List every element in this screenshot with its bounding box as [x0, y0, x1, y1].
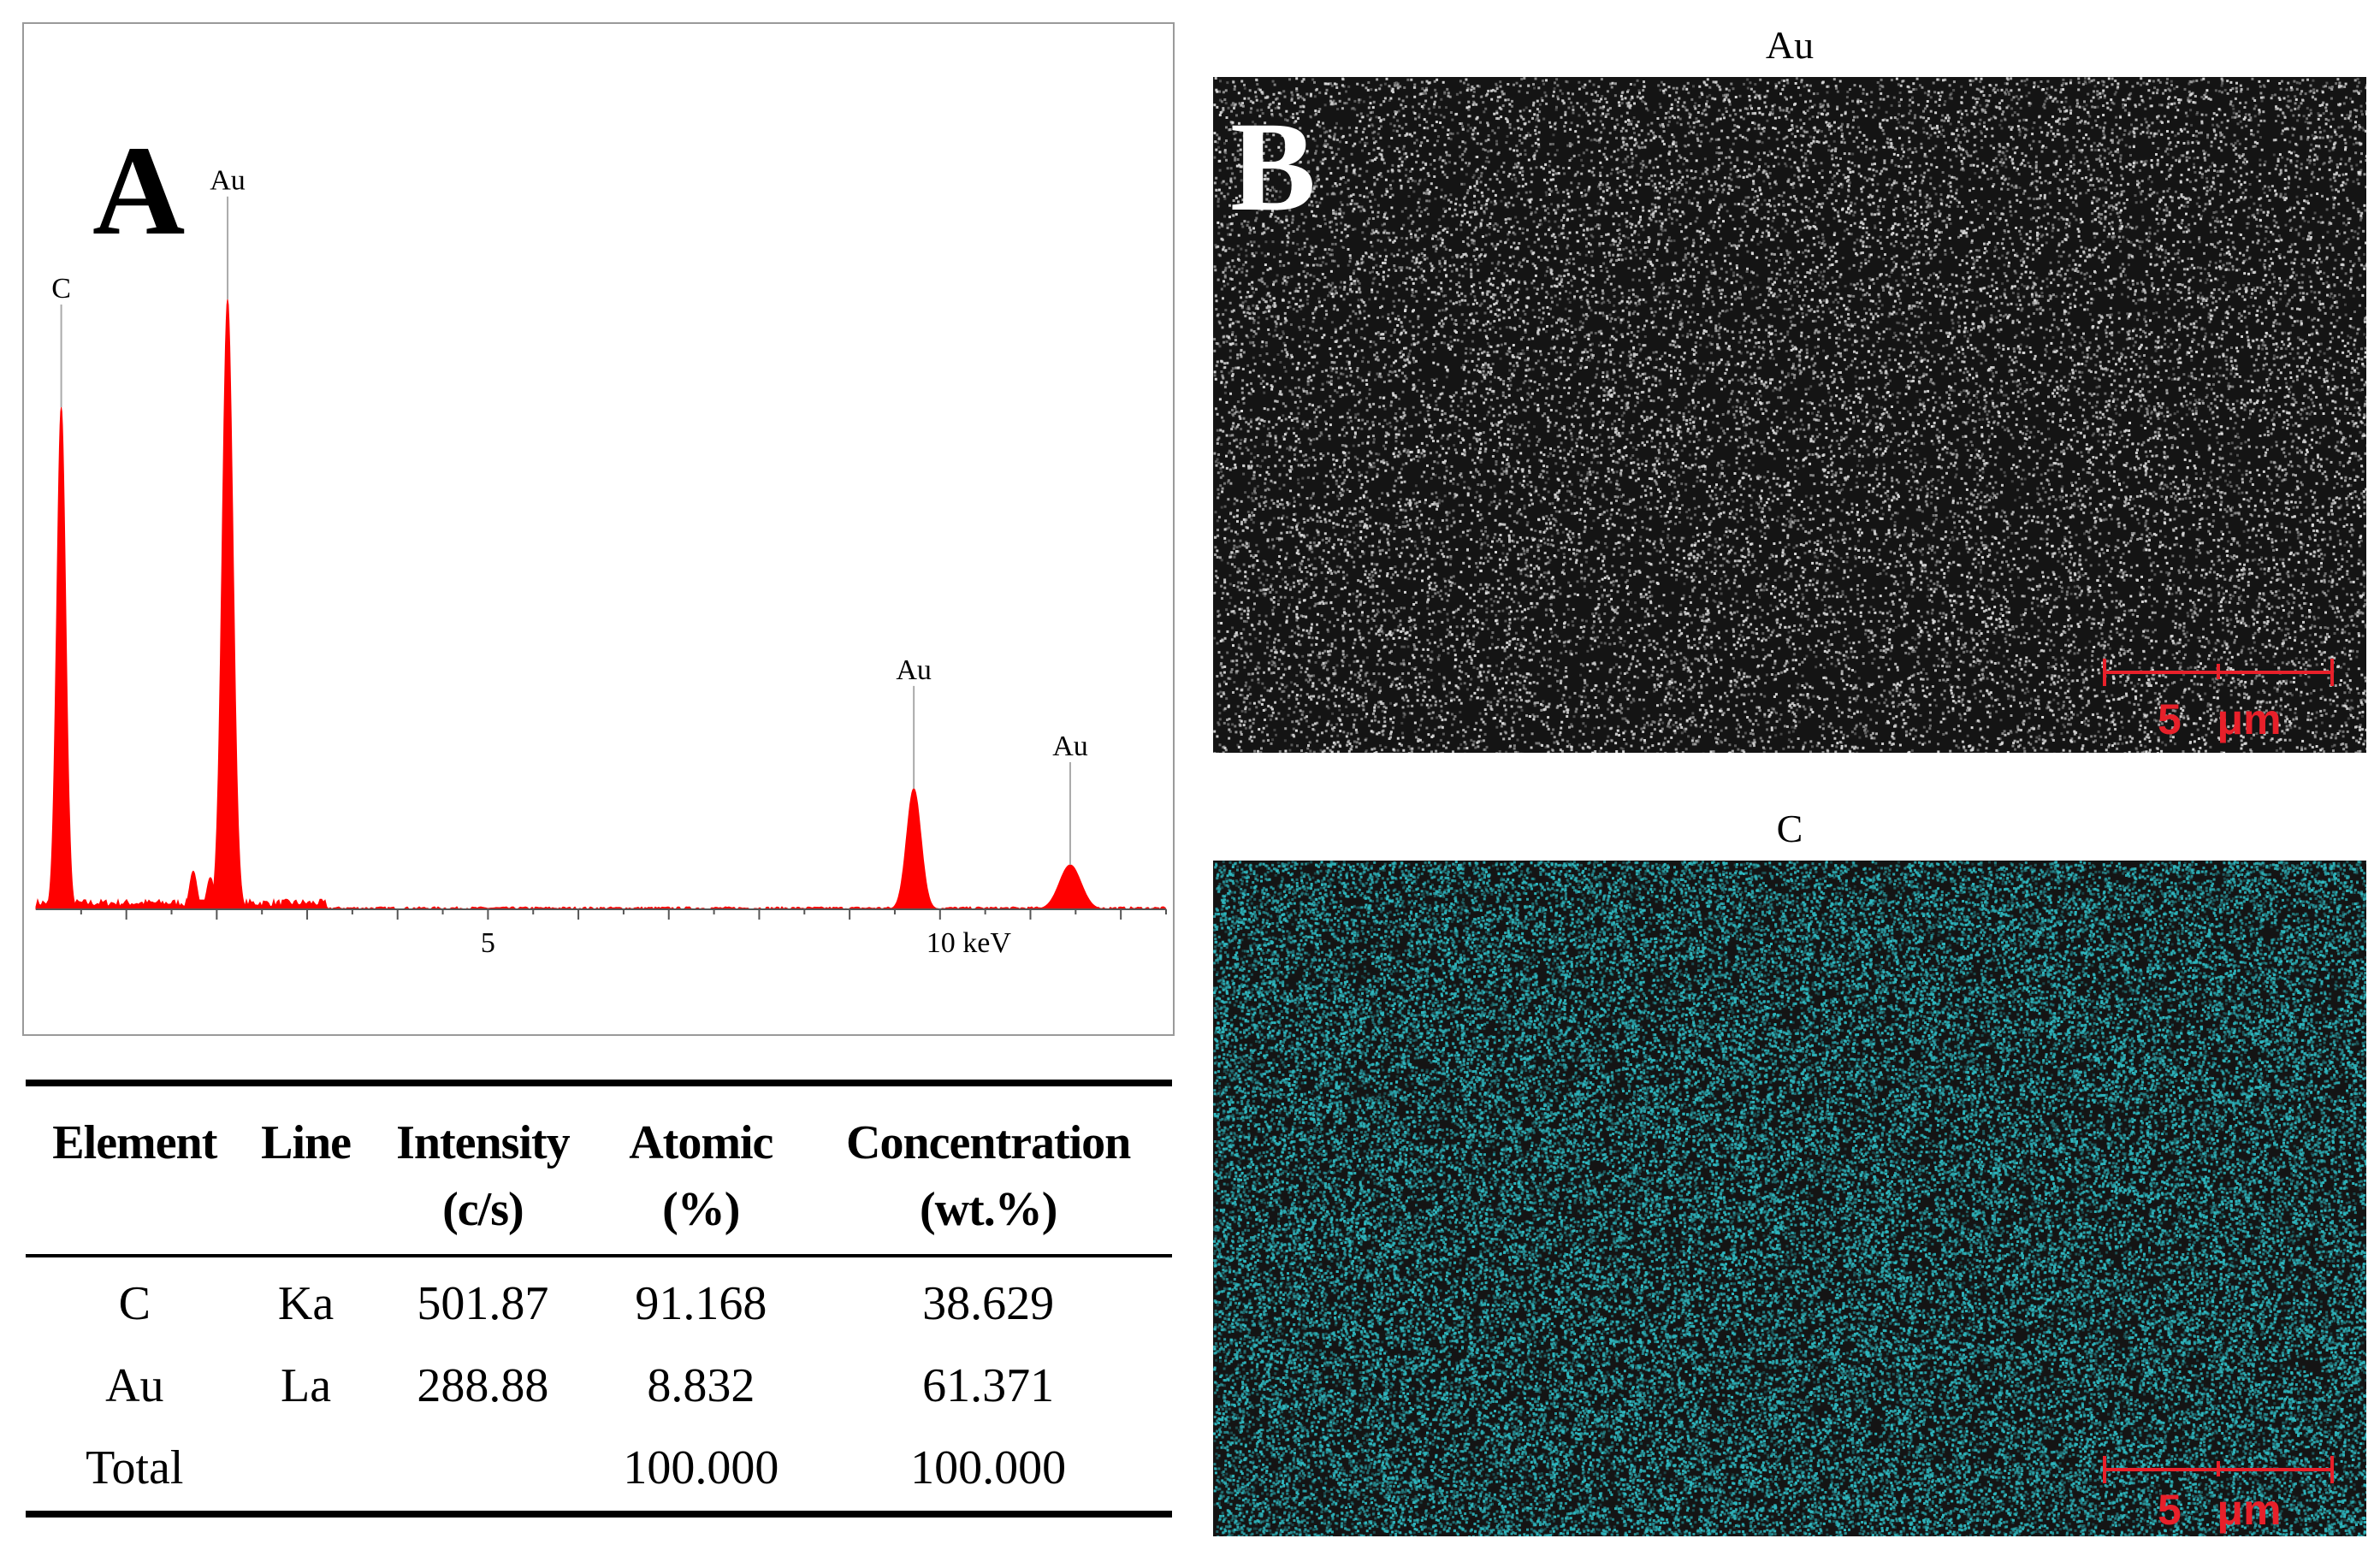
- cell-concentration: 38.629: [804, 1256, 1172, 1340]
- cell-line: [244, 1422, 369, 1514]
- peak-label-au: Au: [210, 165, 246, 197]
- peak-label-au: Au: [896, 654, 932, 686]
- cell-line: Ka: [244, 1256, 369, 1340]
- header-intensity: Intensity: [369, 1083, 598, 1175]
- table-row: C Ka 501.87 91.168 38.629: [26, 1256, 1172, 1340]
- panel-label-a: A: [92, 127, 185, 255]
- header-line: Line: [244, 1083, 369, 1175]
- unit-concentration: (wt.%): [804, 1175, 1172, 1256]
- cell-intensity: 288.88: [369, 1340, 598, 1422]
- cell-concentration: 61.371: [804, 1340, 1172, 1422]
- x-tick-label: 10 keV: [927, 927, 1012, 959]
- spectrum-panel: C Au Au Au 5 10 keV A: [22, 22, 1175, 1036]
- cell-intensity: 501.87: [369, 1256, 598, 1340]
- scale-label-au: 5 μm: [2158, 695, 2282, 744]
- map-title-au: Au: [1213, 22, 2366, 68]
- cell-concentration: 100.000: [804, 1422, 1172, 1514]
- panel-label-b: B: [1230, 103, 1316, 231]
- elemental-map-c: 5 μm: [1213, 861, 2366, 1536]
- scale-bar-c: [1213, 861, 2366, 1536]
- map-title-c: C: [1213, 806, 2366, 851]
- unit-atomic: (%): [597, 1175, 804, 1256]
- cell-atomic: 100.000: [597, 1422, 804, 1514]
- cell-element: C: [26, 1256, 244, 1340]
- cell-intensity: [369, 1422, 598, 1514]
- unit-line: [244, 1175, 369, 1256]
- spectrum-peak: [885, 789, 943, 909]
- spectrum-peak: [206, 299, 250, 909]
- cell-atomic: 91.168: [597, 1256, 804, 1340]
- eds-table: Element Line Intensity Atomic Concentrat…: [26, 1080, 1172, 1518]
- elemental-map-au: 5 μm: [1213, 77, 2366, 753]
- table-row: Au La 288.88 8.832 61.371: [26, 1340, 1172, 1422]
- header-element: Element: [26, 1083, 244, 1175]
- cell-atomic: 8.832: [597, 1340, 804, 1422]
- cell-element: Total: [26, 1422, 244, 1514]
- header-concentration: Concentration: [804, 1083, 1172, 1175]
- cell-element: Au: [26, 1340, 244, 1422]
- x-tick-label: 5: [481, 927, 495, 959]
- eds-spectrum-chart: C Au Au Au 5 10 keV: [24, 24, 1176, 1038]
- unit-intensity: (c/s): [369, 1175, 598, 1256]
- peak-label-c: C: [51, 273, 71, 305]
- spectrum-peak: [1027, 865, 1113, 909]
- eds-quantification-table: Element Line Intensity Atomic Concentrat…: [26, 1080, 1172, 1518]
- header-atomic: Atomic: [597, 1083, 804, 1175]
- unit-element: [26, 1175, 244, 1256]
- table-row: Total 100.000 100.000: [26, 1422, 1172, 1514]
- cell-line: La: [244, 1340, 369, 1422]
- peak-label-au: Au: [1052, 731, 1088, 762]
- scale-bar-au: [1213, 77, 2366, 753]
- table-units-row: (c/s) (%) (wt.%): [26, 1175, 1172, 1256]
- table-header-row: Element Line Intensity Atomic Concentrat…: [26, 1083, 1172, 1175]
- spectrum-peak: [44, 407, 80, 909]
- scale-label-c: 5 μm: [2158, 1485, 2282, 1535]
